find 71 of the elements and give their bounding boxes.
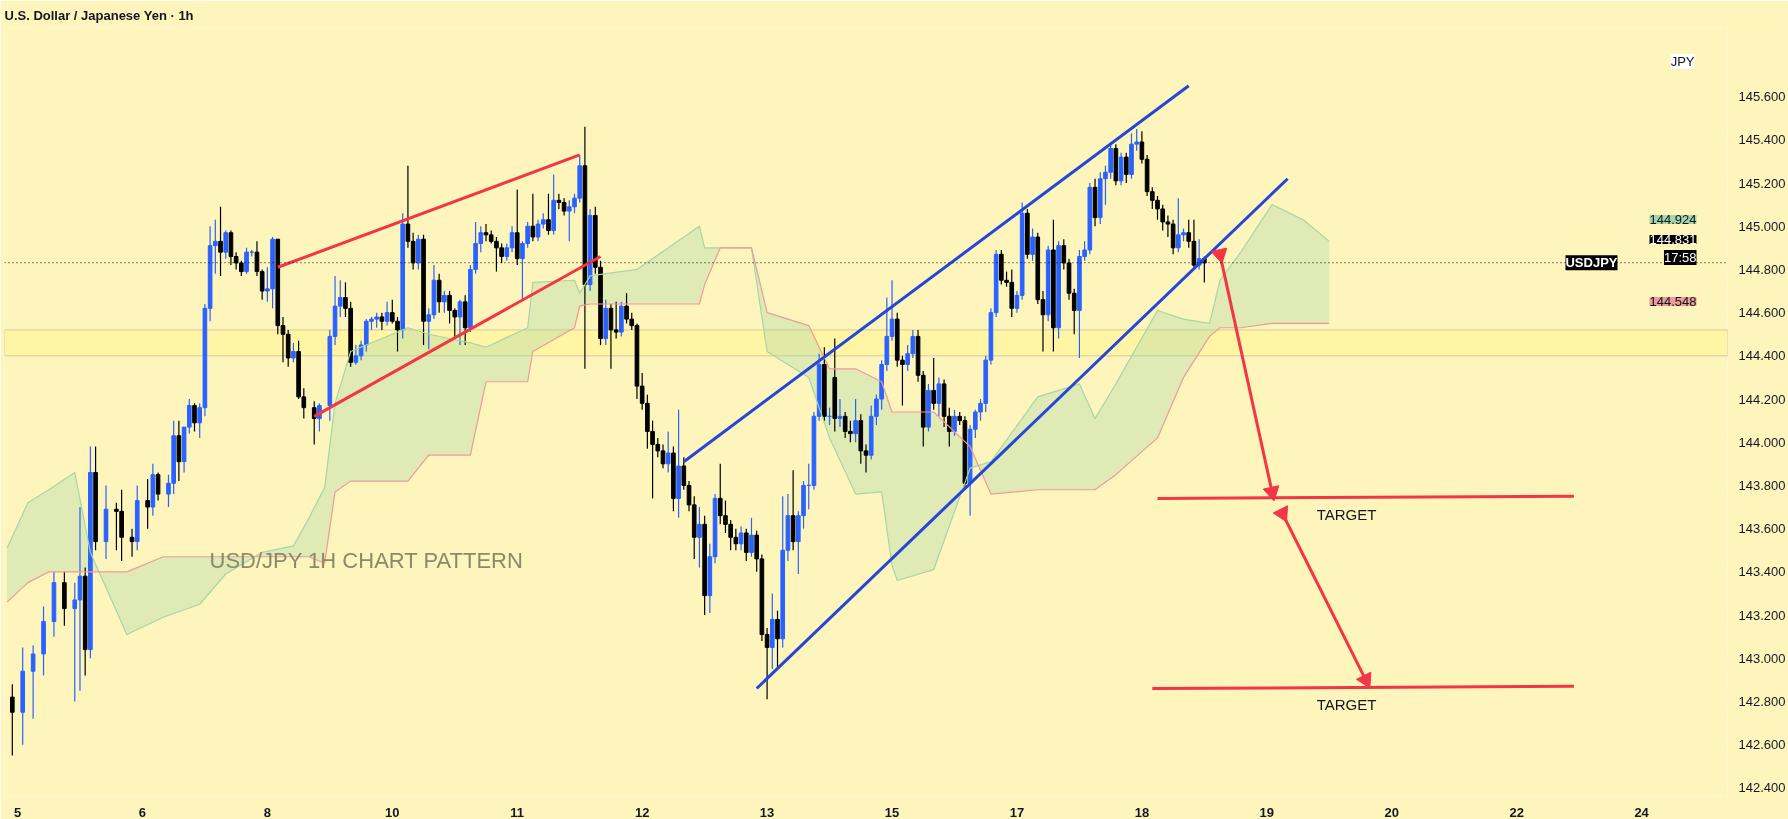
y-tick-label: 143.600 xyxy=(1738,521,1786,537)
candlestick xyxy=(665,430,671,474)
chart-title: U.S. Dollar / Japanese Yen · 1h xyxy=(4,7,194,23)
annotation: 17:58 xyxy=(1663,250,1697,265)
y-tick-label: 143.200 xyxy=(1738,607,1786,623)
candlestick xyxy=(952,409,957,437)
y-tick-label: 144.200 xyxy=(1738,391,1786,407)
annotation: TARGET xyxy=(1316,505,1377,523)
y-tick-label: 143.000 xyxy=(1738,650,1786,666)
candlestick xyxy=(749,517,754,558)
x-tick-label: 13 xyxy=(759,804,775,819)
candlestick xyxy=(30,644,36,720)
x-tick-label: 5 xyxy=(13,804,22,819)
y-tick-label: 144.400 xyxy=(1738,348,1786,364)
candlestick xyxy=(738,525,744,551)
y-tick-label: 145.600 xyxy=(1738,89,1786,105)
candlestick xyxy=(416,234,421,271)
candlestick xyxy=(457,299,463,346)
candlestick xyxy=(192,402,197,433)
candlestick xyxy=(530,193,536,242)
y-tick-label: 145.400 xyxy=(1738,132,1786,148)
candlestick xyxy=(936,376,942,417)
x-tick-label: 19 xyxy=(1259,804,1275,819)
candlestick xyxy=(384,301,390,327)
candlestick xyxy=(1118,152,1124,186)
y-tick-label: 145.000 xyxy=(1738,218,1786,234)
x-tick-label: 10 xyxy=(385,804,400,819)
candlestick xyxy=(155,471,161,502)
x-tick-label: 18 xyxy=(1134,804,1150,819)
y-tick-label: 144.000 xyxy=(1738,434,1786,450)
y-tick-label: 144.600 xyxy=(1738,305,1786,321)
annotation: 144.831 xyxy=(1649,232,1697,247)
x-tick-label: 24 xyxy=(1634,804,1650,819)
x-tick-label: 22 xyxy=(1509,804,1524,819)
candlestick xyxy=(129,528,135,558)
candlestick xyxy=(285,329,291,368)
x-tick-label: 15 xyxy=(884,804,900,819)
x-tick-label: 8 xyxy=(263,804,271,819)
candlestick xyxy=(223,229,229,260)
candlestick xyxy=(853,398,858,443)
x-tick-label: 6 xyxy=(138,804,147,819)
annotation: TARGET xyxy=(1316,695,1377,713)
y-tick-label: 143.400 xyxy=(1738,564,1786,580)
candlestick xyxy=(291,342,296,363)
candlestick xyxy=(9,683,15,757)
candlestick xyxy=(775,610,780,668)
candlestick xyxy=(379,312,385,331)
ref-line-label: USDJPY xyxy=(1565,255,1618,271)
annotation: JPY xyxy=(1670,54,1695,69)
x-tick-label: 12 xyxy=(634,804,650,819)
candlestick xyxy=(442,290,447,314)
candlestick xyxy=(436,273,442,314)
y-tick-label: 144.800 xyxy=(1738,261,1786,277)
candlestick xyxy=(931,357,936,411)
y-tick-label: 142.800 xyxy=(1738,693,1786,709)
candlestick xyxy=(311,400,317,445)
candlestick xyxy=(145,478,150,530)
y-tick-label: 145.200 xyxy=(1738,175,1786,191)
y-tick-label: 142.400 xyxy=(1738,780,1786,796)
annotation: 144.548 xyxy=(1649,294,1697,309)
x-tick-label: 11 xyxy=(510,804,525,819)
candlestick xyxy=(546,193,551,236)
candlestick xyxy=(697,506,702,569)
candlestick xyxy=(1030,227,1035,262)
x-tick-label: 20 xyxy=(1384,804,1399,819)
y-tick-label: 143.800 xyxy=(1738,477,1786,493)
candlestick xyxy=(743,528,749,562)
y-tick-label: 142.600 xyxy=(1738,737,1786,753)
candlestick xyxy=(1123,152,1129,184)
annotation: 144.924 xyxy=(1649,212,1697,227)
x-tick-label: 17 xyxy=(1009,804,1025,819)
